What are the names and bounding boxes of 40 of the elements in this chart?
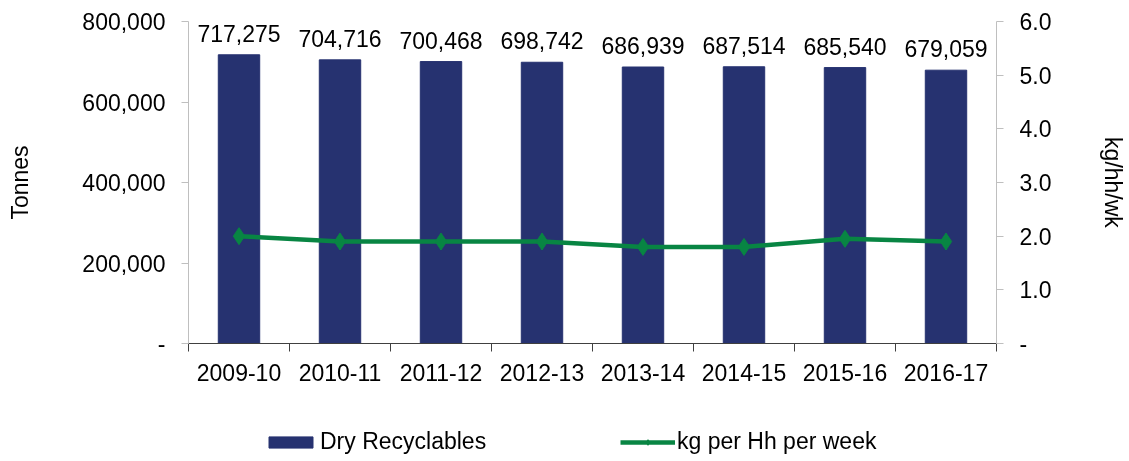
y2-tick-label: - bbox=[1019, 331, 1028, 357]
legend-label: Dry Recyclables bbox=[320, 428, 488, 455]
y2-tick-label: 6.0 bbox=[1019, 9, 1052, 35]
y2-tick-label: 1.0 bbox=[1019, 277, 1052, 304]
y-tick-label: 600,000 bbox=[82, 89, 166, 116]
y-axis-title: Tonnes bbox=[7, 145, 34, 220]
data-label: 704,716 bbox=[298, 25, 382, 52]
bar bbox=[217, 54, 261, 344]
y-tick-label: 400,000 bbox=[82, 170, 166, 196]
data-label: 717,275 bbox=[197, 20, 281, 47]
y2-tick-label: 2.0 bbox=[1019, 223, 1052, 250]
data-label: 687,514 bbox=[702, 32, 786, 59]
bar bbox=[924, 69, 968, 344]
bar bbox=[318, 59, 362, 344]
bar bbox=[722, 66, 766, 344]
data-label: 686,939 bbox=[601, 33, 685, 60]
x-tick-label: 2011-12 bbox=[399, 359, 483, 386]
y2-axis-title: kg/hh/wk bbox=[1100, 137, 1127, 229]
y-tick-label: 200,000 bbox=[82, 250, 166, 277]
bar bbox=[520, 61, 564, 344]
y2-tick-label: 5.0 bbox=[1019, 62, 1052, 89]
data-label: 679,059 bbox=[904, 36, 988, 63]
x-tick-label: 2009-10 bbox=[196, 359, 282, 386]
data-label: 700,468 bbox=[399, 27, 483, 54]
data-label: 698,742 bbox=[500, 28, 584, 55]
y2-tick-label: 4.0 bbox=[1019, 116, 1052, 143]
bar bbox=[823, 67, 867, 344]
x-tick-label: 2010-11 bbox=[298, 359, 382, 386]
y2-tick-label: 3.0 bbox=[1019, 170, 1052, 196]
x-tick-label: 2016-17 bbox=[903, 359, 989, 386]
bar bbox=[419, 61, 463, 344]
x-tick-label: 2014-15 bbox=[701, 359, 787, 386]
y-tick-label: - bbox=[157, 331, 166, 357]
y-tick-label: 800,000 bbox=[82, 9, 166, 35]
x-tick-label: 2012-13 bbox=[499, 359, 585, 386]
legend-label: kg per Hh per week bbox=[677, 428, 878, 455]
x-tick-label: 2013-14 bbox=[600, 359, 686, 386]
bar bbox=[621, 66, 665, 344]
x-tick-label: 2015-16 bbox=[802, 359, 888, 386]
data-label: 685,540 bbox=[803, 33, 887, 60]
